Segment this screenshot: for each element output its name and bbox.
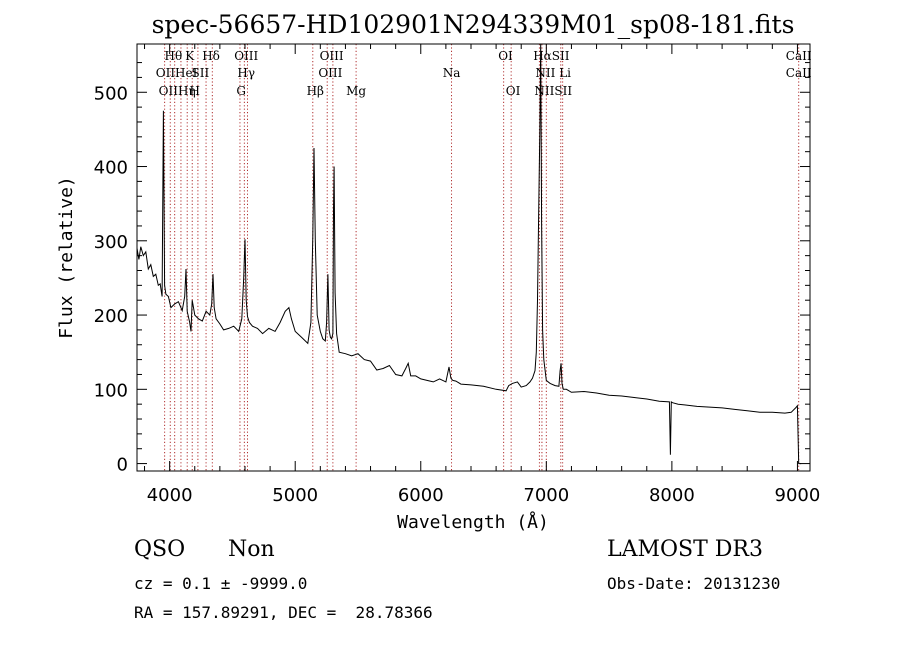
line-label: Hθ [165, 49, 183, 63]
spectrum-line [136, 43, 802, 465]
line-label: Hβ [307, 84, 324, 98]
y-tick-label: 100 [94, 380, 128, 401]
chart-title: spec-56657-HD102901N294339M01_sp08-181.f… [152, 10, 795, 39]
line-label: OIII [318, 66, 342, 80]
line-label: OIII [234, 49, 258, 63]
object-subclass: Non [228, 537, 275, 562]
line-label: CaII [786, 66, 812, 80]
line-label: K [185, 49, 195, 63]
line-label: H [190, 84, 200, 98]
x-tick-label: 9000 [775, 485, 821, 506]
line-label: G [236, 84, 246, 98]
line-label: CaII [786, 49, 812, 63]
obs-date-text: Obs-Date: 20131230 [607, 574, 781, 593]
line-label: Hδ [202, 49, 220, 63]
y-tick-label: 400 [94, 158, 128, 179]
object-class: QSO [134, 537, 186, 562]
line-label: OI [506, 84, 521, 98]
line-label: Na [443, 66, 461, 80]
x-tick-label: 4000 [147, 485, 193, 506]
x-tick-label: 8000 [649, 485, 695, 506]
redshift-text: cz = 0.1 ± -9999.0 [134, 574, 308, 593]
line-label: NII Li [535, 66, 571, 80]
coordinates-text: RA = 157.89291, DEC = 28.78366 [134, 603, 433, 622]
x-tick-label: 5000 [272, 485, 318, 506]
x-tick-label: 6000 [398, 485, 444, 506]
y-tick-label: 300 [94, 232, 128, 253]
line-label: Mg [346, 84, 366, 98]
y-tick-label: 0 [117, 455, 128, 476]
x-axis-label: Wavelength (Å) [397, 511, 549, 533]
y-axis-label: Flux (relative) [56, 176, 77, 339]
y-tick-label: 500 [94, 83, 128, 104]
line-label: NIISII [534, 84, 572, 98]
line-label: OIIHeI [156, 66, 198, 80]
survey-label: LAMOST DR3 [607, 537, 763, 562]
line-label: Hγ [237, 66, 255, 80]
plot-frame [136, 43, 811, 472]
line-label: HαSII [533, 49, 570, 63]
line-label: OIIHη [159, 84, 196, 98]
line-label: OIII [320, 49, 344, 63]
y-tick-label: 200 [94, 306, 128, 327]
x-tick-label: 7000 [523, 485, 569, 506]
line-label: OI [498, 49, 513, 63]
line-label: SII [192, 66, 210, 80]
